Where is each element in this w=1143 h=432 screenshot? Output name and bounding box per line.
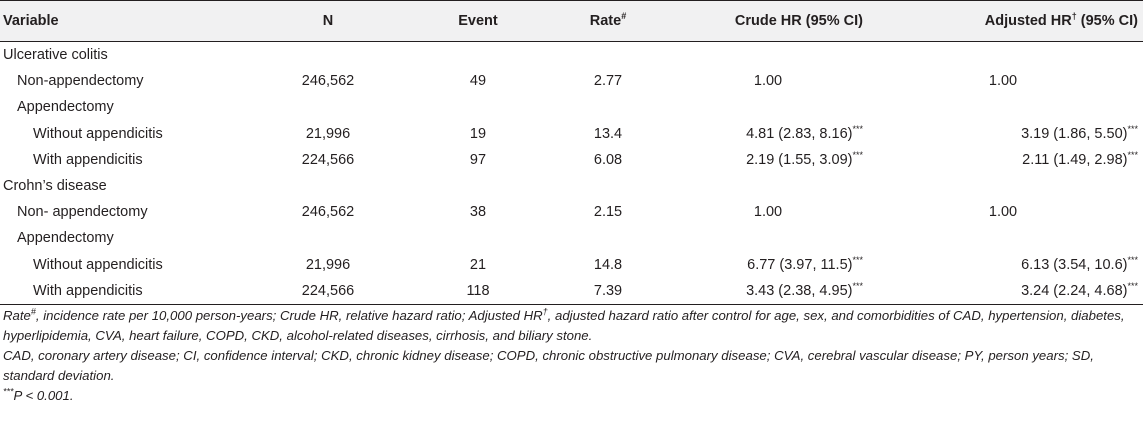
table-row: Without appendicitis 21,996 19 13.4 4.81… [0, 121, 1143, 147]
header-rate-label: Rate [589, 13, 622, 29]
cell-rate: 2.77 [593, 73, 623, 90]
significance-marker: *** [1127, 254, 1138, 265]
header-crude-hr: Crude HR (95% CI) [673, 0, 868, 42]
table-row-subgroup: Appendectomy [0, 94, 1143, 120]
header-n: N [243, 0, 413, 42]
significance-marker: *** [1127, 280, 1138, 291]
cell-rate: 2.15 [593, 204, 623, 221]
adjusted-hr-value: 3.19 (1.86, 5.50) [1021, 125, 1128, 142]
footnote-adjusted-sup: † [542, 306, 548, 317]
cell-rate: 13.4 [593, 125, 623, 142]
footnote-significance: ***P < 0.001. [3, 386, 1138, 406]
cell-n: 246,562 [301, 73, 355, 90]
cell-rate: 6.08 [593, 151, 623, 168]
cell-crude-hr: 3.43 (2.38, 4.95)*** [673, 277, 868, 305]
cell-event: 97 [469, 151, 487, 168]
footnote-abbreviations-rate: Rate#, incidence rate per 10,000 person-… [3, 306, 1138, 346]
crude-hr-value: 2.19 (1.55, 3.09) [746, 151, 853, 168]
header-event: Event [413, 0, 543, 42]
cell-n: 224,566 [243, 277, 413, 305]
header-adjusted-hr: Adjusted HR† (95% CI) [868, 0, 1143, 42]
table-row-group-cd: Crohn’s disease [0, 173, 1143, 199]
header-adjusted-label: Adjusted HR [984, 13, 1072, 29]
cell-n: 21,996 [305, 256, 351, 273]
crude-hr-value: 6.77 (3.97, 11.5) [747, 256, 853, 273]
cell-event: 19 [469, 125, 487, 142]
table-header-row: Variable N Event Rate# Crude HR (95% CI)… [0, 0, 1143, 42]
footnote-significance-text: P < 0.001. [13, 388, 74, 403]
cell-n: 21,996 [305, 125, 351, 142]
cell-adjusted-hr: 1.00 [988, 73, 1018, 90]
row-label: With appendicitis [0, 277, 243, 305]
cell-event: 118 [413, 277, 543, 305]
cell-adjusted-hr: 1.00 [988, 204, 1018, 221]
adjusted-hr-value: 3.24 (2.24, 4.68) [1021, 282, 1128, 299]
table-footnotes: Rate#, incidence rate per 10,000 person-… [3, 306, 1138, 406]
footnote-text-part1: , incidence rate per 10,000 person-years… [35, 308, 543, 323]
significance-marker: *** [1127, 123, 1138, 134]
row-label: Non- appendectomy [17, 204, 148, 221]
row-label: Non-appendectomy [17, 73, 144, 90]
subgroup-label: Appendectomy [17, 99, 114, 116]
cell-event: 38 [469, 204, 487, 221]
significance-marker: *** [1127, 150, 1138, 161]
cell-event: 21 [469, 256, 487, 273]
cell-n: 246,562 [301, 204, 355, 221]
significance-marker: *** [852, 254, 863, 265]
cell-n: 224,566 [301, 151, 355, 168]
subgroup-label: Appendectomy [17, 230, 114, 247]
header-adjusted-ci: (95% CI) [1076, 13, 1138, 29]
header-rate: Rate# [543, 0, 673, 42]
table-row: Non-appendectomy 246,562 49 2.77 1.00 1.… [0, 68, 1143, 94]
group-label-uc: Ulcerative colitis [3, 47, 108, 64]
cell-crude-hr: 6.77 (3.97, 11.5)*** [673, 252, 868, 278]
cell-crude-hr: 2.19 (1.55, 3.09)*** [673, 147, 868, 173]
row-label: Without appendicitis [33, 256, 163, 273]
significance-marker: *** [852, 150, 863, 161]
table-row: Without appendicitis 21,996 21 14.8 6.77… [0, 252, 1143, 278]
table-row-group-uc: Ulcerative colitis [0, 42, 1143, 69]
cell-adjusted-hr: 3.19 (1.86, 5.50)*** [868, 121, 1143, 147]
cell-crude-hr: 4.81 (2.83, 8.16)*** [673, 121, 868, 147]
header-adjusted-sup: † [1071, 11, 1077, 22]
adjusted-hr-value: 6.13 (3.54, 10.6) [1021, 256, 1128, 273]
table-row: Non- appendectomy 246,562 38 2.15 1.00 1… [0, 199, 1143, 225]
table-row: With appendicitis 224,566 97 6.08 2.19 (… [0, 147, 1143, 173]
cell-adjusted-hr: 6.13 (3.54, 10.6)*** [868, 252, 1143, 278]
cell-rate: 14.8 [593, 256, 623, 273]
significance-marker: *** [852, 280, 863, 291]
significance-marker: *** [852, 123, 863, 134]
table-row-subgroup: Appendectomy [0, 225, 1143, 251]
header-rate-sup: # [621, 11, 627, 22]
crude-hr-value: 3.43 (2.38, 4.95) [746, 282, 853, 299]
row-label: With appendicitis [33, 151, 143, 168]
footnote-text-part2: , adjusted hazard ratio after control fo… [3, 308, 1125, 343]
footnote-rate-term: Rate [3, 308, 31, 323]
row-label: Without appendicitis [33, 125, 163, 142]
cell-crude-hr: 1.00 [753, 73, 783, 90]
crude-hr-value: 4.81 (2.83, 8.16) [746, 125, 853, 142]
cell-adjusted-hr: 2.11 (1.49, 2.98)*** [868, 147, 1143, 173]
header-variable: Variable [0, 0, 243, 42]
footnote-abbreviations: CAD, coronary artery disease; CI, confid… [3, 348, 1094, 383]
group-label-cd: Crohn’s disease [3, 178, 107, 195]
hazard-ratio-table: Variable N Event Rate# Crude HR (95% CI)… [0, 0, 1143, 305]
table-row: With appendicitis 224,566 118 7.39 3.43 … [0, 277, 1143, 305]
cell-crude-hr: 1.00 [753, 204, 783, 221]
cell-event: 49 [469, 73, 487, 90]
cell-rate: 7.39 [543, 277, 673, 305]
footnote-rate-sup: # [30, 306, 36, 317]
cell-adjusted-hr: 3.24 (2.24, 4.68)*** [868, 277, 1143, 305]
footnote-significance-sup: *** [3, 386, 14, 397]
adjusted-hr-value: 2.11 (1.49, 2.98) [1022, 151, 1128, 168]
